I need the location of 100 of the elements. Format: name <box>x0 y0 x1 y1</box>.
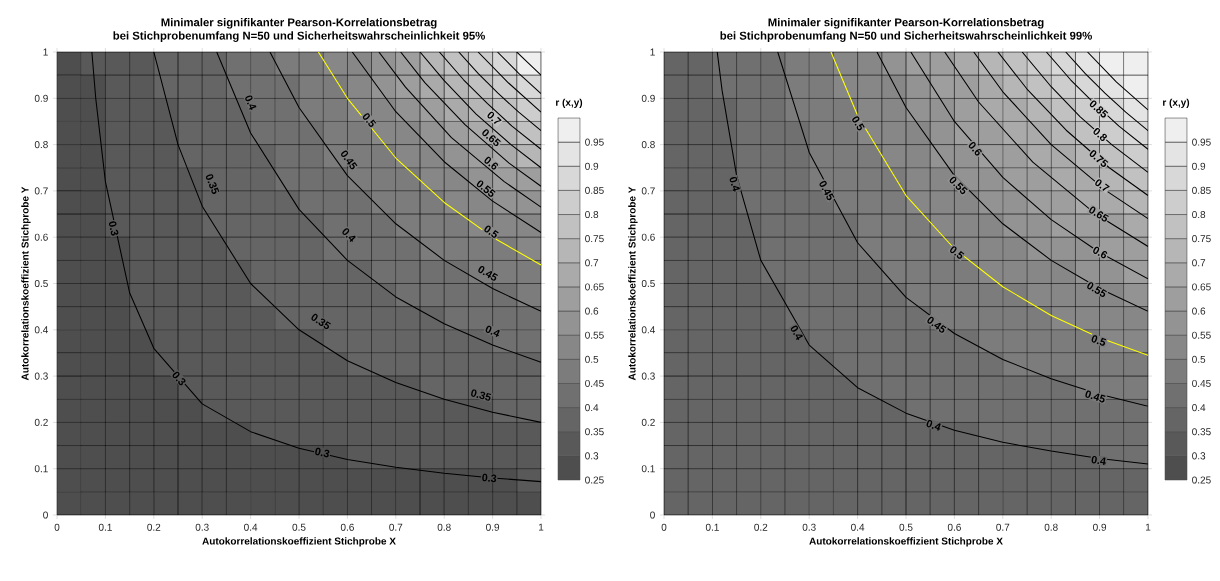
color-bar-label: 0.4 <box>1192 404 1206 412</box>
y-tick-label: 0.8 <box>34 141 48 149</box>
color-bar-label: 0.75 <box>585 235 604 243</box>
y-tick-label: 0.7 <box>641 187 655 195</box>
x-tick-label: 0.7 <box>996 523 1010 531</box>
x-tick-label: 0.9 <box>1093 523 1107 531</box>
color-bar-label: 0.35 <box>1192 428 1211 436</box>
color-bar-label: 0.7 <box>585 259 599 267</box>
annotation: 0.5 <box>362 113 377 127</box>
annotation: 0.4 <box>926 419 941 431</box>
annotation: 0.6 <box>1093 246 1108 259</box>
annotation: 0.8 <box>1093 127 1107 142</box>
annotation: 0.85 <box>1089 100 1109 118</box>
y-axis-title: Autokorrelationskoeffizient Stichprobe Y <box>628 186 638 381</box>
x-tick-label: 0.6 <box>947 523 961 531</box>
color-bar-label: 0.25 <box>1192 476 1211 484</box>
annotation: 0.75 <box>1089 150 1109 167</box>
y-tick-label: 0.6 <box>641 233 655 241</box>
annotation: 0.5 <box>852 116 865 131</box>
y-tick-label: 0.3 <box>34 372 48 380</box>
x-tick-label: 0.9 <box>486 523 500 531</box>
x-tick-label: 1 <box>538 523 544 531</box>
annotation: 0.35 <box>311 313 331 330</box>
color-bar-label: 0.6 <box>585 307 599 315</box>
annotation: 0.4 <box>245 95 257 111</box>
annotation: 0.3 <box>172 371 186 386</box>
x-tick-label: 0 <box>661 523 667 531</box>
y-tick-label: 0 <box>43 511 48 519</box>
y-tick-label: 0.4 <box>641 326 655 334</box>
y-tick-label: 0.5 <box>641 279 655 288</box>
x-tick-label: 0.2 <box>754 523 768 531</box>
color-bar-label: 0.65 <box>1192 283 1211 291</box>
annotation: 0.45 <box>1085 390 1106 403</box>
color-bar-label: 0.35 <box>585 428 604 436</box>
annotation: 0.35 <box>471 389 492 401</box>
y-tick-label: 0.9 <box>641 94 655 102</box>
annotation: 0.4 <box>729 176 740 192</box>
color-bar-label: 0.95 <box>585 138 604 146</box>
x-tick-label: 0.3 <box>802 523 816 531</box>
x-tick-label: 0.2 <box>147 523 161 531</box>
y-tick-label: 0.6 <box>34 233 48 241</box>
color-bar-label: 0.85 <box>1192 186 1211 194</box>
annotation: 0.6 <box>968 142 982 156</box>
chart-subtitle: bei Stichprobenumfang N=50 und Sicherheitswahrscheinlichkeit 99% <box>720 31 1092 42</box>
chart-subtitle: bei Stichprobenumfang N=50 und Sicherheitswahrscheinlichkeit 95% <box>113 31 485 42</box>
annotation: 0.3 <box>482 473 497 483</box>
color-bar-title: r (x,y) <box>1163 98 1190 108</box>
y-tick-label: 0.8 <box>641 141 655 149</box>
annotation: 0.45 <box>819 180 835 201</box>
x-tick-label: 0.5 <box>292 523 306 531</box>
x-tick-label: 0.6 <box>340 523 354 531</box>
x-axis-title: Autokorrelationskoeffizient Stichprobe X <box>809 537 1003 547</box>
chart-title: Minimaler signifikanter Pearson-Korrelationsbetrag <box>768 18 1044 29</box>
x-tick-label: 0 <box>54 523 60 531</box>
y-tick-label: 0 <box>650 511 655 519</box>
annotation: 0.7 <box>487 111 502 124</box>
color-bar-label: 0.75 <box>1192 235 1211 243</box>
color-bar-label: 0.9 <box>1192 162 1206 170</box>
color-bar-label: 0.7 <box>1192 259 1206 267</box>
x-tick-label: 0.4 <box>851 523 865 531</box>
y-tick-label: 0.7 <box>34 187 48 195</box>
annotation: 0.6 <box>484 156 498 170</box>
annotation: 0.3 <box>315 447 330 458</box>
x-tick-label: 0.7 <box>389 523 403 531</box>
color-bar-label: 0.55 <box>585 331 604 339</box>
x-tick-label: 0.8 <box>1044 523 1058 531</box>
color-bar-label: 0.95 <box>1192 138 1211 146</box>
annotation: 0.4 <box>342 228 356 243</box>
color-bar-title: r (x,y) <box>556 98 583 108</box>
x-tick-label: 1 <box>1145 523 1151 531</box>
color-bar-label: 0.5 <box>1192 355 1206 363</box>
x-tick-label: 0.5 <box>899 523 913 531</box>
color-bar-label: 0.45 <box>585 379 604 387</box>
color-bar-label: 0.6 <box>1192 307 1206 315</box>
color-bar-label: 0.9 <box>585 162 599 170</box>
x-tick-label: 0.1 <box>98 523 112 531</box>
y-tick-label: 0.3 <box>641 372 655 380</box>
color-bar-label: 0.85 <box>585 186 604 194</box>
color-bar-label: 0.65 <box>585 283 604 291</box>
y-tick-label: 0.1 <box>641 465 655 473</box>
x-tick-label: 0.8 <box>437 523 451 531</box>
annotation: 0.5 <box>484 225 499 238</box>
annotation: 0.4 <box>485 325 500 338</box>
color-bar-label: 0.8 <box>585 210 599 219</box>
y-tick-label: 1 <box>650 48 655 56</box>
y-tick-label: 0.4 <box>34 326 49 334</box>
chart-title: Minimaler signifikanter Pearson-Korrelationsbetrag <box>161 18 437 29</box>
annotation: 0.65 <box>482 129 501 147</box>
y-tick-label: 0.2 <box>34 418 48 426</box>
annotation: 0.5 <box>950 246 965 259</box>
x-tick-label: 0.4 <box>244 523 258 531</box>
annotation: 0.3 <box>108 221 119 236</box>
annotation: 0.65 <box>1089 206 1109 222</box>
color-bar-label: 0.3 <box>585 452 599 460</box>
color-bar-label: 0.45 <box>1192 379 1211 387</box>
annotation: 0.35 <box>205 174 220 194</box>
annotation: 0.5 <box>1091 335 1107 346</box>
y-tick-label: 1 <box>43 48 48 56</box>
annotation: 0.45 <box>927 316 947 333</box>
y-axis-title: Autokorrelationskoeffizient Stichprobe Y <box>21 186 31 381</box>
